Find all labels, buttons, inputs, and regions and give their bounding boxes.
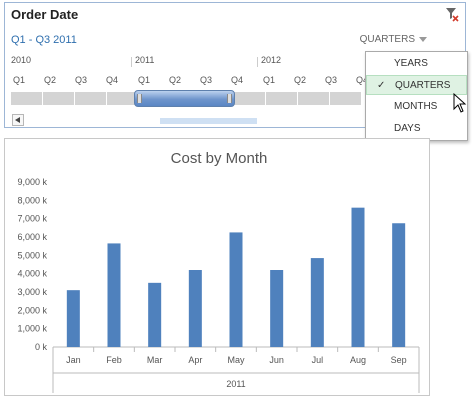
checkmark-icon: ✓ (377, 80, 386, 91)
bar-may (229, 232, 243, 347)
quarter-label: Q3 (200, 75, 213, 85)
y-tick-label: 1,000 k (17, 324, 47, 334)
timeline-cell[interactable] (234, 92, 266, 105)
quarter-label: Q4 (106, 75, 119, 85)
year-divider (131, 57, 132, 67)
year-label: 2012 (261, 55, 282, 65)
year-label: 2011 (135, 55, 155, 65)
quarter-label: Q1 (13, 75, 26, 85)
quarter-label: Q2 (169, 75, 182, 85)
y-tick-label: 6,000 k (17, 232, 47, 242)
menu-item-label: QUARTERS (395, 80, 451, 91)
year-labels: 2010 2011 2012 (11, 55, 461, 69)
quarter-label: Q3 (325, 75, 338, 85)
x-tick-label: Sep (391, 355, 407, 365)
selection-right-handle[interactable] (227, 94, 232, 103)
menu-item-years[interactable]: YEARS (366, 54, 467, 74)
bar-mar (148, 282, 162, 347)
timeline-cell[interactable] (330, 92, 361, 105)
timeline-cell[interactable] (298, 92, 330, 105)
quarter-label: Q1 (263, 75, 276, 85)
timeline-scrollbar-thumb[interactable] (160, 118, 257, 124)
bar-feb (107, 243, 121, 347)
y-tick-label: 0 k (35, 342, 48, 352)
menu-item-months[interactable]: MONTHS (366, 97, 467, 117)
timeline-cell[interactable] (74, 92, 106, 105)
y-tick-label: 7,000 k (17, 214, 47, 224)
menu-item-quarters[interactable]: ✓ QUARTERS (366, 75, 467, 95)
x-tick-label: Jun (269, 355, 284, 365)
x-tick-label: May (227, 355, 245, 365)
quarter-label: Q3 (75, 75, 88, 85)
x-tick-label: Jan (66, 355, 81, 365)
x-tick-label: Aug (350, 355, 366, 365)
selection-left-handle[interactable] (137, 94, 142, 103)
cost-by-month-chart: Cost by Month 0 k 1,000 k 2,000 k 3,000 k 4,0… (4, 138, 430, 396)
bar-sep (392, 223, 406, 347)
bar-aug (351, 207, 365, 347)
y-tick-label: 5,000 k (17, 250, 47, 260)
quarter-label: Q4 (356, 75, 369, 85)
menu-item-label: DAYS (394, 123, 421, 134)
bar-jun (270, 270, 284, 347)
quarter-label: Q1 (138, 75, 151, 85)
timeline-cell[interactable] (11, 92, 42, 105)
x-tick-label: Feb (106, 355, 122, 365)
timeline-cell[interactable] (266, 92, 298, 105)
y-tick-label: 2,000 k (17, 305, 47, 315)
year-divider (257, 57, 258, 67)
time-level-menu: YEARS ✓ QUARTERS MONTHS DAYS (365, 51, 468, 141)
selected-range-label: Q1 - Q3 2011 (11, 34, 77, 46)
y-tick-label: 4,000 k (17, 269, 47, 279)
group-label: 2011 (226, 379, 245, 389)
quarter-label: Q2 (44, 75, 57, 85)
time-level-value: QUARTERS (359, 34, 415, 45)
y-tick-label: 8,000 k (17, 195, 47, 205)
timeline-cell[interactable] (42, 92, 74, 105)
x-tick-label: Mar (147, 355, 163, 365)
quarter-label: Q4 (231, 75, 244, 85)
chart-title: Cost by Month (171, 150, 268, 167)
x-tick-label: Jul (312, 355, 324, 365)
time-level-dropdown[interactable]: QUARTERS (360, 34, 427, 45)
y-tick-label: 3,000 k (17, 287, 47, 297)
menu-item-label: MONTHS (394, 101, 438, 112)
slicer-title: Order Date (11, 7, 79, 22)
bar-jul (310, 258, 324, 347)
y-tick-label: 9,000 k (17, 177, 47, 187)
x-tick-label: Apr (188, 355, 202, 365)
quarter-label: Q2 (294, 75, 307, 85)
chevron-down-icon (419, 37, 427, 42)
bar-jan (66, 290, 80, 347)
mouse-pointer-icon (453, 93, 467, 113)
timeline-selection-bar[interactable] (134, 90, 235, 107)
bar-apr (188, 270, 202, 347)
timeline-cell[interactable] (106, 92, 138, 105)
chart-canvas: Cost by Month 0 k 1,000 k 2,000 k 3,000 k 4,0… (17, 150, 420, 393)
quarter-labels: Q1 Q2 Q3 Q4 Q1 Q2 Q3 Q4 Q1 Q2 Q3 Q4 (11, 75, 461, 89)
clear-filter-icon[interactable] (445, 7, 459, 23)
year-label: 2010 (11, 55, 32, 65)
menu-item-label: YEARS (394, 58, 428, 69)
menu-item-days[interactable]: DAYS (366, 119, 467, 139)
scroll-left-button[interactable] (12, 114, 24, 126)
